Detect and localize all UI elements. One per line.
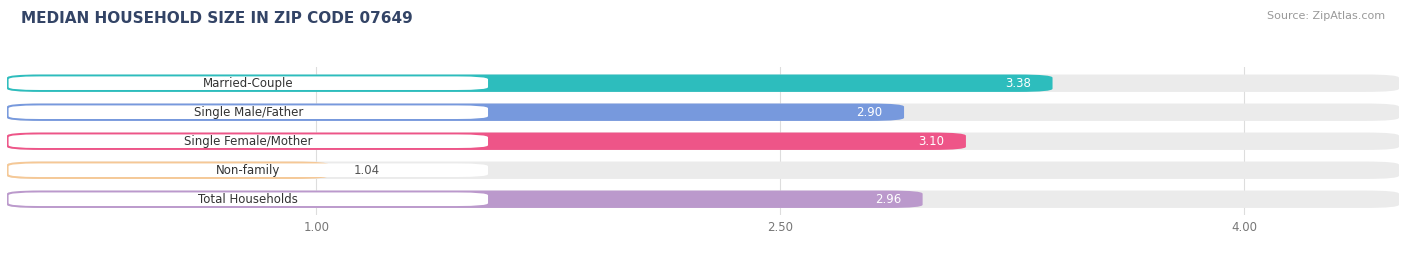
FancyBboxPatch shape	[7, 104, 904, 121]
FancyBboxPatch shape	[7, 161, 329, 179]
FancyBboxPatch shape	[8, 76, 488, 90]
Text: Single Female/Mother: Single Female/Mother	[184, 135, 312, 148]
Text: Married-Couple: Married-Couple	[202, 77, 294, 90]
FancyBboxPatch shape	[8, 134, 488, 148]
FancyBboxPatch shape	[7, 75, 1399, 92]
FancyBboxPatch shape	[7, 190, 1399, 208]
FancyBboxPatch shape	[7, 75, 1053, 92]
Text: 3.38: 3.38	[1005, 77, 1031, 90]
Text: 1.04: 1.04	[353, 164, 380, 177]
Text: 2.96: 2.96	[875, 193, 901, 206]
Text: 3.10: 3.10	[918, 135, 945, 148]
Text: Total Households: Total Households	[198, 193, 298, 206]
Text: Non-family: Non-family	[217, 164, 280, 177]
FancyBboxPatch shape	[8, 192, 488, 206]
Text: MEDIAN HOUSEHOLD SIZE IN ZIP CODE 07649: MEDIAN HOUSEHOLD SIZE IN ZIP CODE 07649	[21, 11, 413, 26]
FancyBboxPatch shape	[7, 161, 1399, 179]
FancyBboxPatch shape	[7, 104, 1399, 121]
Text: Source: ZipAtlas.com: Source: ZipAtlas.com	[1267, 11, 1385, 21]
FancyBboxPatch shape	[8, 105, 488, 119]
FancyBboxPatch shape	[7, 133, 1399, 150]
Text: Single Male/Father: Single Male/Father	[194, 106, 302, 119]
FancyBboxPatch shape	[7, 133, 966, 150]
FancyBboxPatch shape	[8, 164, 488, 177]
Text: 2.90: 2.90	[856, 106, 883, 119]
FancyBboxPatch shape	[7, 190, 922, 208]
